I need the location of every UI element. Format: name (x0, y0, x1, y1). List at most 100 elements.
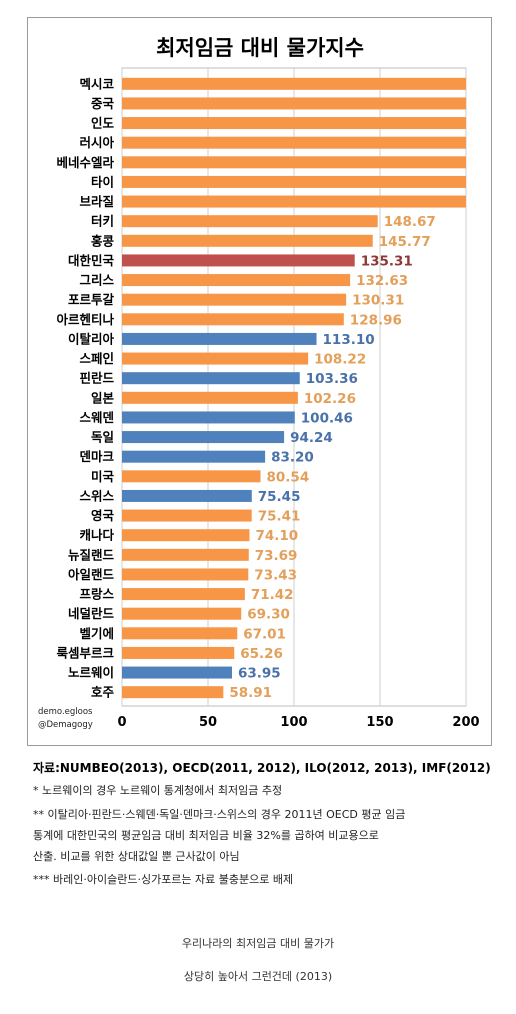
caption-line-1: 우리나라의 최저임금 대비 물가가 (181, 937, 335, 950)
category-label: 멕시코 (79, 76, 114, 91)
bar (122, 568, 249, 581)
bar (122, 352, 309, 365)
category-label: 영국 (91, 508, 115, 523)
category-label: 포르투갈 (68, 292, 115, 307)
bar (122, 293, 347, 306)
bar (122, 156, 466, 169)
data-label: 103.36 (306, 371, 358, 387)
category-label: 중국 (91, 96, 115, 111)
x-tick-label: 150 (366, 715, 393, 730)
data-label: 69.30 (247, 607, 290, 623)
category-label: 아르헨티나 (56, 312, 114, 327)
data-label: 80.54 (267, 469, 310, 485)
category-label: 대한민국 (68, 253, 115, 268)
data-label: 75.41 (258, 509, 301, 525)
category-label: 러시아 (79, 135, 114, 150)
footnote-2c: 산출. 비교를 위한 상대값일 뿐 근사값이 아님 (33, 850, 240, 863)
category-label: 미국 (91, 469, 115, 484)
category-label: 룩셈부르크 (56, 645, 114, 660)
data-label: 83.20 (271, 450, 314, 466)
category-label: 뉴질랜드 (68, 547, 115, 562)
bar (122, 431, 285, 444)
data-label: 128.96 (350, 312, 402, 328)
bar (122, 529, 250, 542)
bar (122, 391, 298, 404)
bar (122, 254, 355, 267)
bar (122, 470, 261, 483)
chart-title: 최저임금 대비 물가지수 (156, 36, 364, 60)
x-tick-label: 50 (199, 715, 217, 730)
footnote-2a: ** 이탈리아·핀란드·스웨덴·독일·덴마크·스위스의 경우 2011년 OEC… (33, 808, 406, 821)
category-label: 베네수엘라 (56, 155, 114, 170)
bar (122, 666, 232, 679)
bar (122, 136, 466, 149)
caption-line-2: 상당히 높아서 그런건데 (2013) (183, 970, 333, 983)
category-label: 인도 (91, 116, 115, 131)
category-label: 호주 (91, 685, 115, 700)
footnote-2b: 통계에 대한민국의 평균임금 대비 최저임금 비율 32%를 곱하여 비교용으로 (33, 829, 379, 842)
data-label: 75.45 (258, 489, 301, 505)
category-label: 브라질 (79, 194, 114, 209)
category-label: 프랑스 (79, 587, 114, 602)
source-line: 자료:NUMBEO(2013), OECD(2011, 2012), ILO(2… (33, 761, 491, 775)
data-label: 102.26 (304, 391, 356, 407)
bar (122, 372, 300, 385)
footnote-3: *** 바레인·아이슬란드·싱가포르는 자료 불충분으로 배제 (33, 873, 294, 886)
bar (122, 77, 466, 90)
footnote-1: * 노르웨이의 경우 노르웨이 통계청에서 최저임금 추정 (33, 784, 283, 797)
data-label: 73.69 (255, 548, 298, 564)
category-label: 아일랜드 (68, 567, 115, 582)
data-label: 132.63 (356, 273, 408, 289)
category-label: 독일 (91, 430, 114, 445)
category-label: 홍콩 (91, 233, 115, 248)
data-label: 74.10 (255, 528, 298, 544)
x-tick-label: 0 (117, 715, 126, 730)
data-label: 58.91 (229, 685, 272, 701)
category-label: 터키 (91, 214, 114, 229)
data-label: 145.77 (379, 234, 431, 250)
category-label: 캐나다 (79, 528, 114, 543)
bar (122, 607, 242, 620)
category-label: 일본 (91, 390, 115, 405)
data-label: 135.31 (361, 253, 413, 269)
data-label: 113.10 (323, 332, 375, 348)
data-label: 65.26 (240, 646, 283, 662)
bar (122, 450, 266, 463)
data-label: 73.43 (254, 567, 297, 583)
data-label: 108.22 (314, 352, 366, 368)
bar (122, 195, 466, 208)
category-label: 그리스 (79, 273, 114, 288)
bar (122, 588, 245, 601)
x-tick-label: 200 (452, 715, 479, 730)
bar (122, 274, 351, 287)
bar (122, 234, 373, 247)
category-label: 이탈리아 (68, 331, 115, 346)
category-label: 핀란드 (79, 371, 114, 386)
bar (122, 215, 378, 228)
bar (122, 509, 252, 522)
watermark-line-2: @Demagogy (38, 720, 93, 730)
category-label: 스위스 (79, 488, 114, 503)
bar (122, 97, 466, 110)
category-label: 노르웨이 (68, 665, 114, 680)
category-label: 벨기에 (79, 626, 114, 641)
bar (122, 411, 295, 424)
bar (122, 313, 344, 326)
bar (122, 332, 317, 345)
x-tick-label: 100 (280, 715, 307, 730)
data-label: 130.31 (352, 293, 404, 309)
bar (122, 627, 238, 640)
bar (122, 117, 466, 130)
data-label: 148.67 (384, 214, 436, 230)
bar (122, 548, 249, 561)
category-label: 덴마크 (79, 449, 114, 464)
category-label: 타이 (91, 174, 114, 189)
bar (122, 646, 235, 659)
bar (122, 175, 466, 188)
bar (122, 686, 224, 699)
data-label: 100.46 (301, 410, 353, 426)
data-label: 67.01 (243, 626, 286, 642)
data-label: 63.95 (238, 666, 281, 682)
bar-chart: 최저임금 대비 물가지수 0 50 100 150 200 멕시코중국인도러시아베네수엘라타… (38, 36, 480, 730)
bar (122, 489, 252, 502)
